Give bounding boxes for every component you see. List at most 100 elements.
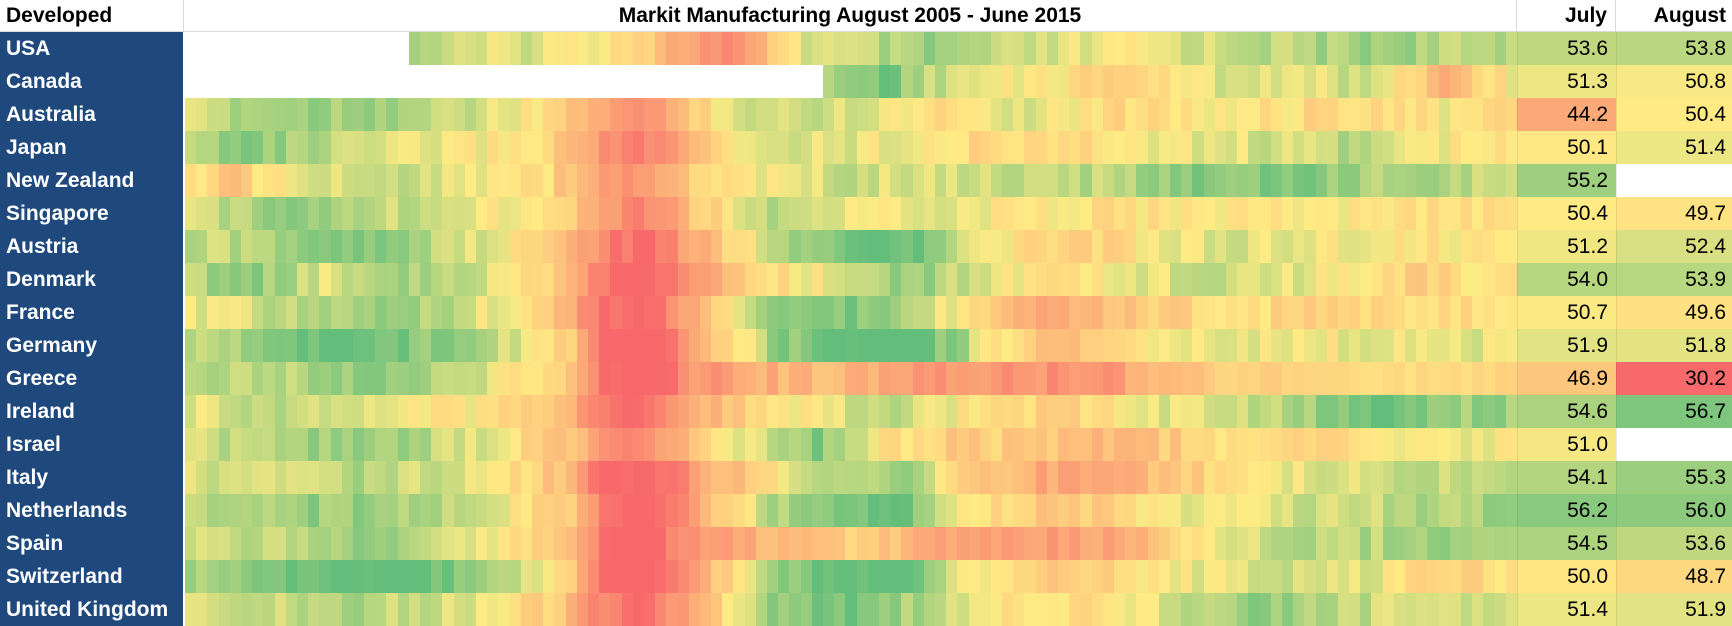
- heatmap-cell: [1125, 362, 1138, 395]
- heatmap-cell: [1483, 98, 1496, 131]
- heatmap-cell: [408, 428, 421, 461]
- heatmap-cell: [1114, 131, 1126, 164]
- heatmap-cell: [778, 296, 791, 329]
- heatmap-cell: [196, 494, 208, 527]
- heatmap-cell: [1225, 461, 1238, 494]
- heatmap-cell: [554, 362, 567, 395]
- heatmap-cell: [308, 197, 320, 230]
- heatmap-cell: [1293, 197, 1305, 230]
- heatmap-cell: [341, 164, 354, 197]
- heatmap-cell: [923, 527, 936, 560]
- heatmap-cell: [599, 527, 611, 560]
- heatmap-cell: [621, 527, 634, 560]
- heatmap-cell: [878, 329, 891, 362]
- heatmap-cell: [1158, 32, 1171, 65]
- heatmap-cell: [811, 131, 824, 164]
- heatmap-cell: [733, 98, 746, 131]
- heatmap-cell: [1270, 395, 1283, 428]
- heatmap-cell: [1158, 527, 1171, 560]
- heatmap-cell: [420, 197, 432, 230]
- heatmap-cell: [1147, 98, 1160, 131]
- heatmap-cell: [576, 197, 589, 230]
- heatmap-cell: [677, 32, 690, 65]
- heatmap-cell: [1304, 494, 1317, 527]
- heatmap-cell: [431, 296, 444, 329]
- heatmap-cell: [476, 461, 488, 494]
- heatmap-cell: [263, 197, 276, 230]
- heatmap-cell: [867, 560, 880, 593]
- heatmap-cell: [565, 32, 578, 65]
- heatmap-cell: [1181, 296, 1193, 329]
- heatmap-cell: [744, 263, 757, 296]
- heatmap-cell: [341, 362, 354, 395]
- heatmap-cell: [1214, 329, 1227, 362]
- heatmap-cell: [1170, 197, 1182, 230]
- heatmap-cell: [587, 32, 600, 65]
- heatmap-cell: [1360, 164, 1373, 197]
- heatmap-cell: [867, 428, 880, 461]
- heatmap-cell: [1505, 296, 1517, 329]
- heatmap-cell: [934, 263, 947, 296]
- heatmap-cell: [1058, 527, 1070, 560]
- heatmap-cell: [1091, 461, 1104, 494]
- heatmap-cell: [442, 197, 455, 230]
- heatmap-cell: [420, 395, 432, 428]
- heatmap-cell: [823, 197, 835, 230]
- heatmap-cell: [240, 560, 253, 593]
- heatmap-cell: [1270, 593, 1283, 626]
- heatmap-cell: [856, 98, 869, 131]
- august-value: 49.7: [1616, 197, 1732, 230]
- heatmap-cell: [364, 164, 376, 197]
- heatmap-cell: [1360, 362, 1373, 395]
- heatmap-cell: [531, 230, 544, 263]
- heatmap-cell: [476, 131, 488, 164]
- heatmap-cell: [1225, 32, 1238, 65]
- heatmap-cell: [1237, 65, 1249, 98]
- heatmap-cell: [229, 263, 242, 296]
- heatmap-cell: [1349, 296, 1361, 329]
- heatmap-cell: [1248, 65, 1261, 98]
- heatmap-cell: [968, 296, 981, 329]
- heatmap-cell: [1382, 593, 1395, 626]
- heatmap-cell: [1483, 329, 1496, 362]
- heatmap-cell: [476, 494, 488, 527]
- heatmap-cell: [800, 131, 813, 164]
- august-value: 51.8: [1616, 329, 1732, 362]
- heatmap-cell: [1405, 98, 1417, 131]
- heatmap-cell: [296, 593, 309, 626]
- heatmap-cell: [196, 428, 208, 461]
- heatmap-cell: [252, 131, 264, 164]
- heatmap-cell: [476, 527, 488, 560]
- heatmap-cell: [1360, 98, 1373, 131]
- heatmap-cell: [1080, 527, 1093, 560]
- heatmap-cell: [610, 461, 623, 494]
- heatmap-cell: [744, 98, 757, 131]
- heatmap-cell: [319, 263, 332, 296]
- heatmap-cell: [531, 32, 544, 65]
- heatmap-cell: [1293, 263, 1305, 296]
- heatmap-cell: [1192, 131, 1205, 164]
- heatmap-cell: [621, 329, 634, 362]
- heatmap-cell: [733, 197, 746, 230]
- heatmap-cell: [442, 560, 455, 593]
- heatmap-cell: [1393, 131, 1406, 164]
- heatmap-cell: [1136, 560, 1149, 593]
- heatmap-cell: [207, 98, 220, 131]
- heatmap-cell: [834, 494, 846, 527]
- heatmap-cell: [386, 527, 399, 560]
- heatmap-cell: [823, 461, 835, 494]
- heatmap-cell: [1158, 395, 1171, 428]
- heatmap-cell: [711, 263, 723, 296]
- heatmap-cell: [296, 230, 309, 263]
- heatmap-cell: [1270, 428, 1283, 461]
- heatmap-cell: [1393, 197, 1406, 230]
- heatmap-cell: [1337, 329, 1350, 362]
- heatmap-cell: [1192, 362, 1205, 395]
- heatmap-cell: [442, 329, 455, 362]
- heatmap-cell: [1393, 395, 1406, 428]
- heatmap-cell: [1114, 395, 1126, 428]
- heatmap-cell: [1181, 32, 1193, 65]
- heatmap-cell: [185, 428, 197, 461]
- heatmap-cell: [1449, 593, 1462, 626]
- heatmap-cell: [1382, 329, 1395, 362]
